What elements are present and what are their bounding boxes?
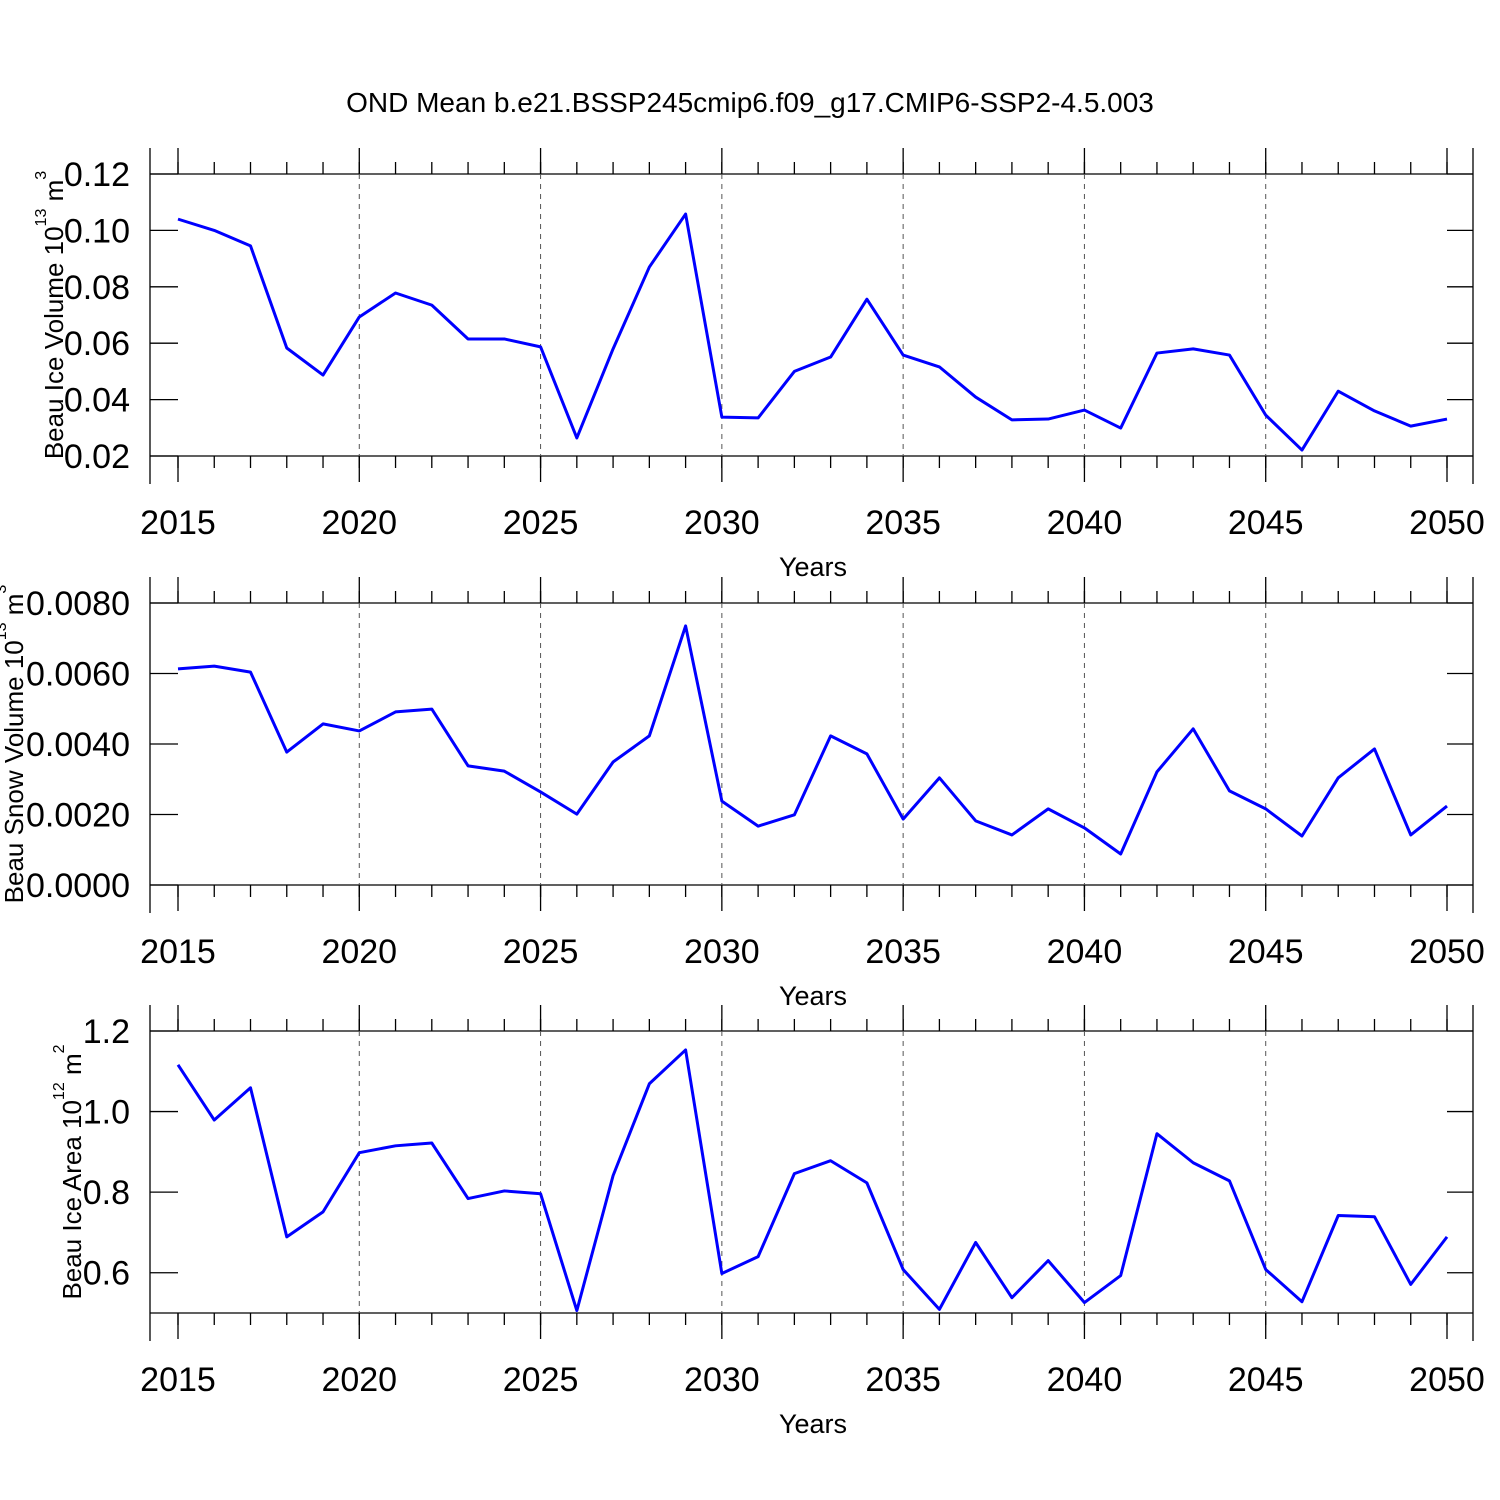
y-tick-label: 1.2 [83, 1013, 130, 1051]
x-tick-label: 2015 [140, 1361, 216, 1399]
x-tick-label: 2045 [1228, 504, 1304, 542]
x-axis-label: Years [779, 981, 847, 1011]
y-axis-label: Beau Ice Area 1012 m2 [51, 1044, 87, 1299]
data-line [177, 624, 1448, 856]
y-tick-label: 0.08 [64, 269, 130, 307]
y-axis-label-part: Beau Ice Volume 10 [39, 226, 69, 459]
x-tick-label: 2035 [865, 933, 941, 971]
y-tick-label: 0.12 [64, 156, 130, 194]
y-axis-label: Beau Snow Volume 1013 m3 [0, 585, 29, 904]
y-tick-label: 0.0000 [26, 867, 130, 905]
x-tick-label: 2025 [503, 504, 579, 542]
y-tick-label: 0.0080 [26, 585, 130, 623]
data-line [177, 212, 1448, 452]
x-tick-label: 2045 [1228, 933, 1304, 971]
y-tick-label: 0.02 [64, 438, 130, 476]
x-tick-label: 2030 [684, 504, 760, 542]
y-tick-label: 0.8 [83, 1174, 130, 1212]
y-tick-label: 1.0 [83, 1094, 130, 1132]
x-tick-label: 2025 [503, 933, 579, 971]
y-axis-label-part: m [57, 1053, 87, 1082]
y-tick-label: 0.10 [64, 212, 130, 250]
x-tick-label: 2020 [321, 933, 397, 971]
x-tick-label: 2015 [140, 504, 216, 542]
x-tick-label: 2015 [140, 933, 216, 971]
data-line [176, 1048, 1449, 1313]
x-tick-label: 2035 [865, 504, 941, 542]
y-axis-label-part: 3 [0, 585, 10, 594]
y-axis-label: Beau Ice Volume 1013 m3 [33, 171, 69, 459]
x-tick-label: 2045 [1228, 1361, 1304, 1399]
x-tick-label: 2025 [503, 1361, 579, 1399]
y-axis-label-part: m [39, 180, 69, 209]
y-axis-label-part: 12 [51, 1082, 68, 1100]
y-axis-label-part: 13 [0, 622, 10, 640]
x-tick-label: 2050 [1409, 1361, 1485, 1399]
y-tick-label: 0.04 [64, 382, 130, 420]
y-axis-label-part: 13 [33, 209, 50, 227]
y-axis-label-part: 3 [33, 171, 50, 180]
chart-title: OND Mean b.e21.BSSP245cmip6.f09_g17.CMIP… [346, 87, 1154, 118]
x-tick-label: 2040 [1047, 1361, 1123, 1399]
y-tick-label: 0.6 [83, 1255, 130, 1293]
x-tick-label: 2040 [1047, 933, 1123, 971]
x-tick-label: 2035 [865, 1361, 941, 1399]
x-axis-label: Years [779, 1409, 847, 1439]
y-tick-label: 0.0060 [26, 656, 130, 694]
y-tick-label: 0.06 [64, 325, 130, 363]
x-tick-label: 2050 [1409, 933, 1485, 971]
y-axis-label-part: m [0, 594, 29, 623]
y-axis-label-part: 2 [51, 1044, 68, 1053]
x-tick-label: 2020 [321, 504, 397, 542]
x-tick-label: 2040 [1047, 504, 1123, 542]
y-axis-label-part: Beau Ice Area 10 [57, 1100, 87, 1299]
x-tick-label: 2030 [684, 933, 760, 971]
x-tick-label: 2030 [684, 1361, 760, 1399]
y-axis-label-part: Beau Snow Volume 10 [0, 640, 29, 903]
x-axis-label: Years [779, 552, 847, 582]
x-tick-label: 2050 [1409, 504, 1485, 542]
y-tick-label: 0.0040 [26, 726, 130, 764]
y-tick-label: 0.0020 [26, 797, 130, 835]
x-tick-label: 2020 [321, 1361, 397, 1399]
